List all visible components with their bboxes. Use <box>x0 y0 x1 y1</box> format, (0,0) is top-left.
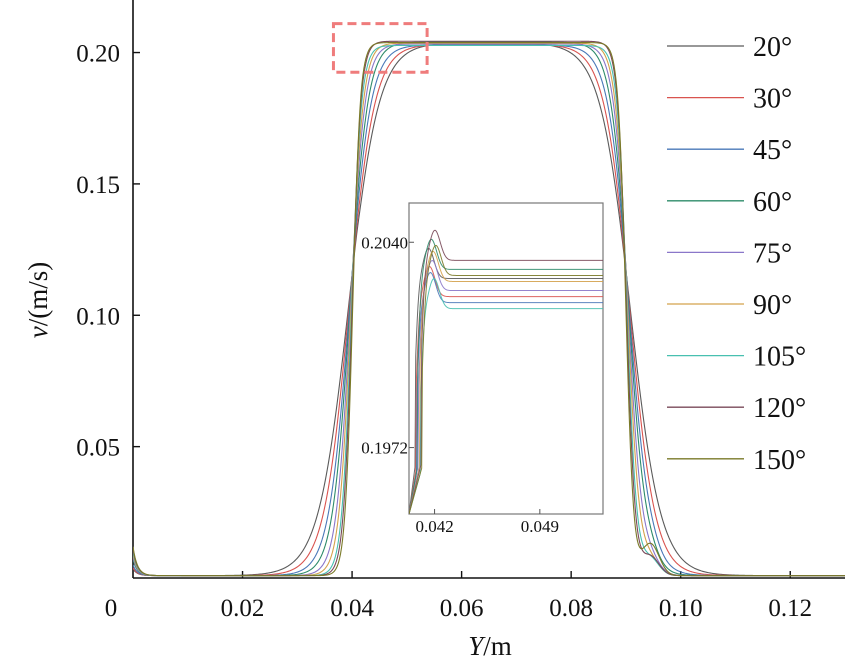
inset-series-lines <box>409 229 603 514</box>
legend-entry: 30° <box>667 84 792 115</box>
legend-label: 20° <box>753 32 792 63</box>
legend-entry: 90° <box>667 290 792 321</box>
legend-entry: 105° <box>667 342 806 373</box>
legend-label: 90° <box>753 290 792 321</box>
x-tick-label: 0 <box>105 595 118 622</box>
legend-entry: 45° <box>667 135 792 166</box>
x-tick-label: 0.02 <box>221 595 265 622</box>
legend-entry: 120° <box>667 393 806 424</box>
legend-label: 150° <box>753 445 806 476</box>
legend-entry: 150° <box>667 445 806 476</box>
y-tick-label: 0.15 <box>76 172 120 199</box>
inset-zoom-plot: 0.042 0.049 0.2040 0.1972 <box>361 202 604 536</box>
x-axis-title: Y/m <box>468 631 512 661</box>
legend: 20° 30° 45° 60° 75° 90° 105° 120° 150° <box>667 32 806 476</box>
x-tick-label: 0.10 <box>659 595 703 622</box>
y-tick-label: 0.05 <box>76 435 120 462</box>
main-plot-area: 0 0.02 0.04 0.06 0.08 0.10 0.12 0.05 0.10 0.15 0.2… <box>76 0 845 622</box>
zoom-box-rect <box>331 22 429 74</box>
y-axis-title: v/(m/s) <box>23 262 53 338</box>
legend-entry: 75° <box>667 238 792 269</box>
legend-label: 30° <box>753 84 792 115</box>
inset-y-tick-label: 0.2040 <box>361 233 408 252</box>
inset-series-line <box>409 250 603 514</box>
inset-series-line <box>409 238 603 514</box>
inset-series-line <box>409 247 603 514</box>
inset-x-tick-label: 0.049 <box>521 517 559 536</box>
x-tick-label: 0.08 <box>549 595 593 622</box>
x-tick-label: 0.12 <box>768 595 812 622</box>
legend-label: 60° <box>753 187 792 218</box>
inset-series-line <box>409 244 603 514</box>
series-lines <box>133 40 845 577</box>
inset-series-line <box>409 259 603 514</box>
legend-label: 45° <box>753 135 792 166</box>
y-tick-label: 0.10 <box>76 303 120 330</box>
inset-series-line <box>409 229 603 514</box>
legend-label: 120° <box>753 393 806 424</box>
inset-frame <box>408 202 604 515</box>
legend-label: 105° <box>753 342 806 373</box>
legend-entry: 60° <box>667 187 792 218</box>
inset-series-line <box>409 272 603 514</box>
legend-entry: 20° <box>667 32 792 63</box>
y-tick-label: 0.20 <box>76 41 120 68</box>
inset-series-line <box>409 278 603 514</box>
axis-titles: Y/m v/(m/s) <box>23 262 512 661</box>
zoom-region-marker <box>331 22 429 74</box>
inset-y-tick-label: 0.1972 <box>361 439 408 458</box>
inset-x-tick-label: 0.042 <box>415 517 453 536</box>
x-tick-label: 0.04 <box>330 595 374 622</box>
legend-label: 75° <box>753 238 792 269</box>
inset-series-line <box>409 266 603 514</box>
series-line <box>133 42 845 577</box>
x-tick-label: 0.06 <box>440 595 484 622</box>
